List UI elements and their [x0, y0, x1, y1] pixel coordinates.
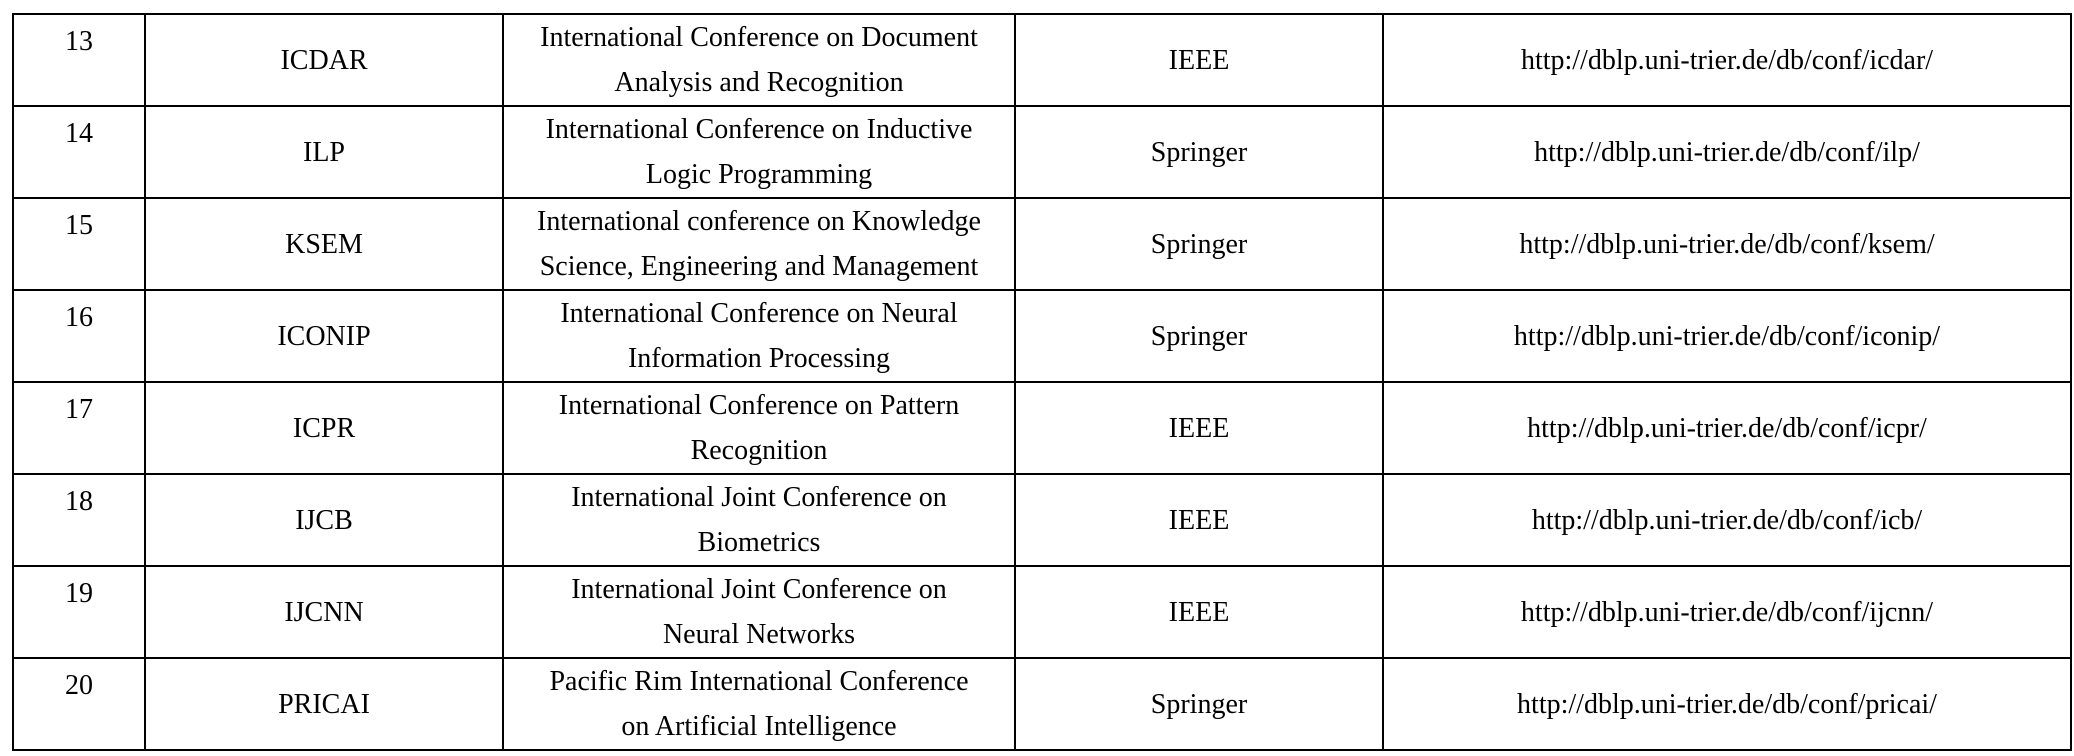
conference-name-line-2: on Artificial Intelligence: [621, 711, 897, 742]
row-number: 16: [12, 289, 146, 383]
row-number: 20: [12, 657, 146, 751]
conference-name: International Conference on Document Anal…: [502, 13, 1016, 107]
table-row: 18 IJCB International Joint Conference o…: [12, 473, 2072, 567]
conference-name-line-1: International Joint Conference on: [571, 574, 947, 605]
table-row: 17 ICPR International Conference on Patt…: [12, 381, 2072, 475]
conference-abbreviation: ILP: [144, 105, 504, 199]
conference-name-line-1: International Conference on Neural: [560, 298, 958, 329]
dblp-url: http://dblp.uni-trier.de/db/conf/icdar/: [1382, 13, 2072, 107]
conference-name-line-2: Biometrics: [697, 527, 821, 558]
conference-name-line-1: International Conference on Pattern: [558, 390, 960, 421]
row-number: 13: [12, 13, 146, 107]
table-row: 15 KSEM International conference on Know…: [12, 197, 2072, 291]
row-number: 19: [12, 565, 146, 659]
publisher: IEEE: [1014, 381, 1384, 475]
conference-name: International Conference on Pattern Recog…: [502, 381, 1016, 475]
conference-name-line-2: Science, Engineering and Management: [539, 251, 979, 282]
conference-name-line-1: International Joint Conference on: [571, 482, 947, 513]
conference-name-line-1: International Conference on Inductive: [545, 114, 973, 145]
conference-name-line-1: Pacific Rim International Conference: [549, 666, 969, 697]
row-number: 15: [12, 197, 146, 291]
publisher: IEEE: [1014, 565, 1384, 659]
dblp-url: http://dblp.uni-trier.de/db/conf/icb/: [1382, 473, 2072, 567]
conference-name-line-1: International conference on Knowledge: [537, 206, 981, 237]
conference-name: International conference on Knowledge Sci…: [502, 197, 1016, 291]
conference-name: International Conference on Neural Inform…: [502, 289, 1016, 383]
publisher: IEEE: [1014, 13, 1384, 107]
publisher: Springer: [1014, 289, 1384, 383]
conference-name-line-2: Information Processing: [627, 343, 891, 374]
dblp-url: http://dblp.uni-trier.de/db/conf/iconip/: [1382, 289, 2072, 383]
conference-name-line-2: Neural Networks: [662, 619, 856, 650]
table-row: 14 ILP International Conference on Induc…: [12, 105, 2072, 199]
conference-abbreviation: KSEM: [144, 197, 504, 291]
conference-abbreviation: PRICAI: [144, 657, 504, 751]
conference-name-line-2: Recognition: [690, 435, 828, 466]
dblp-url: http://dblp.uni-trier.de/db/conf/ilp/: [1382, 105, 2072, 199]
conference-name: International Conference on Inductive Log…: [502, 105, 1016, 199]
table-row: 20 PRICAI Pacific Rim International Conf…: [12, 657, 2072, 751]
dblp-url: http://dblp.uni-trier.de/db/conf/pricai/: [1382, 657, 2072, 751]
table-row: 16 ICONIP International Conference on Ne…: [12, 289, 2072, 383]
conference-name-line-2: Analysis and Recognition: [614, 67, 904, 98]
conference-name: International Joint Conference on Neural …: [502, 565, 1016, 659]
conference-table: 13 ICDAR International Conference on Doc…: [12, 13, 2072, 751]
publisher: IEEE: [1014, 473, 1384, 567]
conference-abbreviation: ICPR: [144, 381, 504, 475]
publisher: Springer: [1014, 105, 1384, 199]
row-number: 14: [12, 105, 146, 199]
conference-abbreviation: ICONIP: [144, 289, 504, 383]
row-number: 18: [12, 473, 146, 567]
publisher: Springer: [1014, 657, 1384, 751]
conference-abbreviation: ICDAR: [144, 13, 504, 107]
dblp-url: http://dblp.uni-trier.de/db/conf/icpr/: [1382, 381, 2072, 475]
conference-name-line-1: International Conference on Document: [540, 22, 978, 53]
dblp-url: http://dblp.uni-trier.de/db/conf/ksem/: [1382, 197, 2072, 291]
conference-name: International Joint Conference on Biometr…: [502, 473, 1016, 567]
conference-abbreviation: IJCB: [144, 473, 504, 567]
conference-name-line-2: Logic Programming: [645, 159, 873, 190]
conference-abbreviation: IJCNN: [144, 565, 504, 659]
table-row: 19 IJCNN International Joint Conference …: [12, 565, 2072, 659]
publisher: Springer: [1014, 197, 1384, 291]
dblp-url: http://dblp.uni-trier.de/db/conf/ijcnn/: [1382, 565, 2072, 659]
conference-name: Pacific Rim International Conference on A…: [502, 657, 1016, 751]
row-number: 17: [12, 381, 146, 475]
table-row: 13 ICDAR International Conference on Doc…: [12, 13, 2072, 107]
